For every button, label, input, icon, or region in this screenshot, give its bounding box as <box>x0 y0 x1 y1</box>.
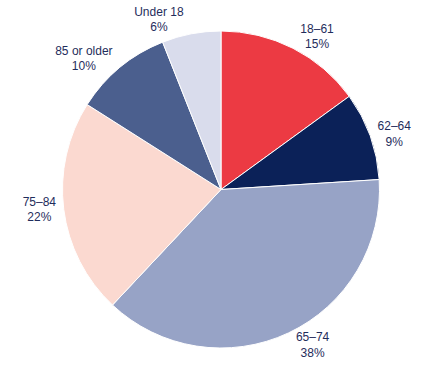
svg-text:75–8422%: 75–8422% <box>23 195 57 225</box>
svg-text:18–6115%: 18–6115% <box>300 22 334 52</box>
svg-text:65–7438%: 65–7438% <box>296 330 330 360</box>
svg-text:62–649%: 62–649% <box>378 119 412 149</box>
svg-text:85 or older10%: 85 or older10% <box>55 44 112 74</box>
svg-text:Under 186%: Under 186% <box>134 5 184 35</box>
